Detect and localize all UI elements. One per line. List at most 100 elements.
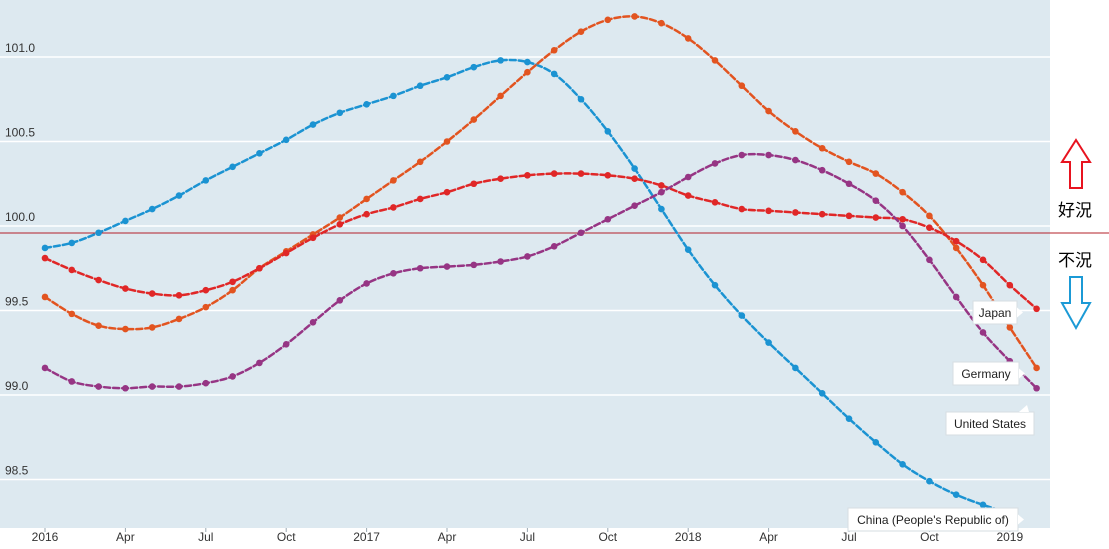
data-point[interactable] — [1006, 324, 1014, 331]
data-point[interactable] — [122, 217, 129, 225]
data-point[interactable] — [202, 286, 210, 294]
data-point[interactable] — [845, 415, 853, 422]
data-point[interactable] — [443, 138, 451, 145]
data-point[interactable] — [122, 384, 129, 392]
data-point[interactable] — [979, 329, 987, 336]
data-point[interactable] — [1006, 281, 1014, 289]
data-point[interactable] — [979, 256, 987, 264]
data-point[interactable] — [631, 165, 638, 172]
data-point[interactable] — [95, 276, 102, 284]
data-point[interactable] — [68, 239, 76, 247]
data-point[interactable] — [765, 207, 772, 215]
data-point[interactable] — [926, 256, 933, 264]
data-point[interactable] — [818, 210, 826, 218]
data-point[interactable] — [872, 214, 880, 221]
data-point[interactable] — [309, 234, 317, 242]
data-point[interactable] — [68, 266, 76, 274]
data-point[interactable] — [658, 205, 665, 213]
data-point[interactable] — [202, 379, 210, 387]
data-point[interactable] — [738, 312, 746, 319]
data-point[interactable] — [604, 128, 612, 135]
data-point[interactable] — [577, 95, 585, 103]
data-point[interactable] — [845, 158, 853, 166]
data-point[interactable] — [309, 121, 317, 128]
data-point[interactable] — [363, 101, 370, 108]
data-point[interactable] — [336, 297, 344, 304]
data-point[interactable] — [524, 58, 531, 66]
data-point[interactable] — [550, 242, 558, 250]
data-point[interactable] — [845, 212, 853, 220]
data-point[interactable] — [765, 107, 772, 115]
data-point[interactable] — [148, 205, 156, 213]
data-point[interactable] — [792, 128, 799, 135]
data-point[interactable] — [818, 144, 826, 152]
data-point[interactable] — [282, 341, 290, 348]
data-point[interactable] — [577, 170, 585, 177]
data-point[interactable] — [416, 264, 424, 272]
data-point[interactable] — [470, 63, 478, 71]
data-point[interactable] — [416, 158, 424, 166]
data-point[interactable] — [95, 322, 102, 330]
data-point[interactable] — [41, 364, 49, 372]
data-point[interactable] — [631, 13, 638, 20]
data-point[interactable] — [899, 222, 906, 230]
data-point[interactable] — [390, 92, 397, 100]
data-point[interactable] — [175, 315, 183, 323]
data-point[interactable] — [550, 70, 558, 78]
data-point[interactable] — [470, 261, 478, 269]
data-point[interactable] — [1033, 364, 1040, 372]
data-point[interactable] — [658, 182, 665, 189]
data-point[interactable] — [229, 163, 236, 171]
data-point[interactable] — [577, 28, 585, 35]
data-point[interactable] — [711, 199, 719, 206]
data-point[interactable] — [41, 293, 49, 301]
data-point[interactable] — [497, 258, 504, 265]
data-point[interactable] — [765, 151, 772, 159]
data-point[interactable] — [122, 325, 129, 333]
data-point[interactable] — [443, 73, 451, 81]
data-point[interactable] — [41, 254, 49, 262]
data-point[interactable] — [738, 205, 746, 213]
data-point[interactable] — [470, 180, 478, 188]
data-point[interactable] — [229, 373, 236, 380]
data-point[interactable] — [899, 188, 906, 196]
data-point[interactable] — [872, 439, 880, 446]
data-point[interactable] — [684, 246, 692, 253]
data-point[interactable] — [363, 280, 370, 287]
data-point[interactable] — [792, 209, 799, 216]
data-point[interactable] — [818, 390, 826, 397]
data-point[interactable] — [95, 383, 102, 390]
data-point[interactable] — [390, 204, 397, 211]
data-point[interactable] — [95, 229, 102, 237]
data-point[interactable] — [524, 172, 531, 179]
data-point[interactable] — [711, 160, 719, 167]
data-point[interactable] — [68, 310, 76, 318]
data-point[interactable] — [872, 170, 880, 177]
data-point[interactable] — [818, 166, 826, 174]
data-point[interactable] — [175, 192, 183, 199]
data-point[interactable] — [952, 491, 960, 499]
data-point[interactable] — [122, 285, 129, 292]
data-point[interactable] — [416, 195, 424, 203]
data-point[interactable] — [979, 501, 987, 509]
data-point[interactable] — [256, 150, 263, 157]
data-point[interactable] — [711, 57, 719, 64]
data-point[interactable] — [68, 378, 76, 385]
data-point[interactable] — [229, 286, 236, 294]
data-point[interactable] — [872, 197, 880, 204]
data-point[interactable] — [309, 319, 317, 326]
data-point[interactable] — [363, 195, 370, 203]
data-point[interactable] — [202, 177, 210, 184]
data-point[interactable] — [336, 214, 344, 221]
data-point[interactable] — [899, 215, 906, 223]
data-point[interactable] — [792, 364, 799, 372]
data-point[interactable] — [363, 210, 370, 218]
data-point[interactable] — [631, 202, 638, 210]
data-point[interactable] — [497, 57, 504, 64]
data-point[interactable] — [926, 212, 933, 220]
data-point[interactable] — [550, 46, 558, 54]
data-point[interactable] — [684, 192, 692, 199]
data-point[interactable] — [1033, 384, 1040, 392]
data-point[interactable] — [952, 244, 960, 252]
data-point[interactable] — [524, 68, 531, 76]
